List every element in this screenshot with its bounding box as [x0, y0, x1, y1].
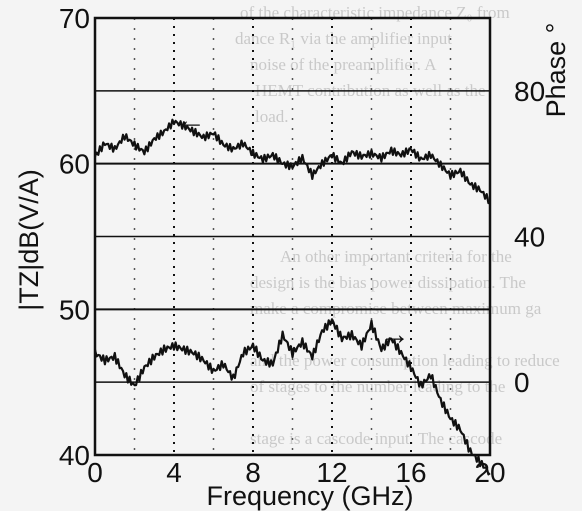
y-left-tick-label: 70 — [59, 3, 90, 34]
x-axis-title: Frequency (GHz) — [206, 481, 413, 511]
y-axis-right-title: Phase ° — [541, 23, 571, 118]
y-left-tick-label: 40 — [59, 440, 90, 471]
svg-text:load.: load. — [255, 107, 289, 126]
y-right-tick-label: 40 — [514, 222, 545, 253]
background-text: of the characteristic impedance Z₀ from … — [235, 3, 560, 448]
left-axis-arrow: ← — [176, 104, 206, 137]
x-tick-label: 4 — [166, 457, 182, 488]
y-left-tick-label: 50 — [59, 294, 90, 325]
y-axis-left-title: |TZ|dB(V/A) — [14, 169, 44, 311]
svg-text:An other important criteria fo: An other important criteria for the — [280, 247, 512, 266]
phase-trace — [95, 319, 490, 474]
x-tick-label: 20 — [474, 457, 505, 488]
y-left-tick-label: 60 — [59, 149, 90, 180]
svg-text:dance R₁ via the amplifier inp: dance R₁ via the amplifier input — [235, 29, 452, 48]
right-axis-arrow: → — [380, 318, 410, 351]
svg-text:noise of the preamplifier. A: noise of the preamplifier. A — [250, 55, 437, 74]
svg-text:design is the bias power dissi: design is the bias power dissipation. Th… — [250, 273, 526, 292]
y-right-tick-label: 0 — [514, 367, 530, 398]
magnitude-trace — [95, 120, 490, 203]
svg-text:of stages to the number leadin: of stages to the number leading to the — [250, 377, 505, 396]
